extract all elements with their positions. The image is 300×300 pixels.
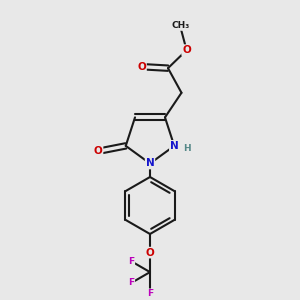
Text: O: O	[182, 45, 191, 55]
Text: F: F	[147, 289, 153, 298]
Text: N: N	[170, 141, 178, 151]
Text: H: H	[183, 144, 191, 153]
Text: N: N	[146, 158, 154, 169]
Text: F: F	[128, 278, 134, 287]
Text: CH₃: CH₃	[172, 21, 190, 30]
Text: O: O	[146, 248, 154, 258]
Text: F: F	[128, 257, 134, 266]
Text: O: O	[137, 62, 146, 72]
Text: O: O	[94, 146, 103, 156]
